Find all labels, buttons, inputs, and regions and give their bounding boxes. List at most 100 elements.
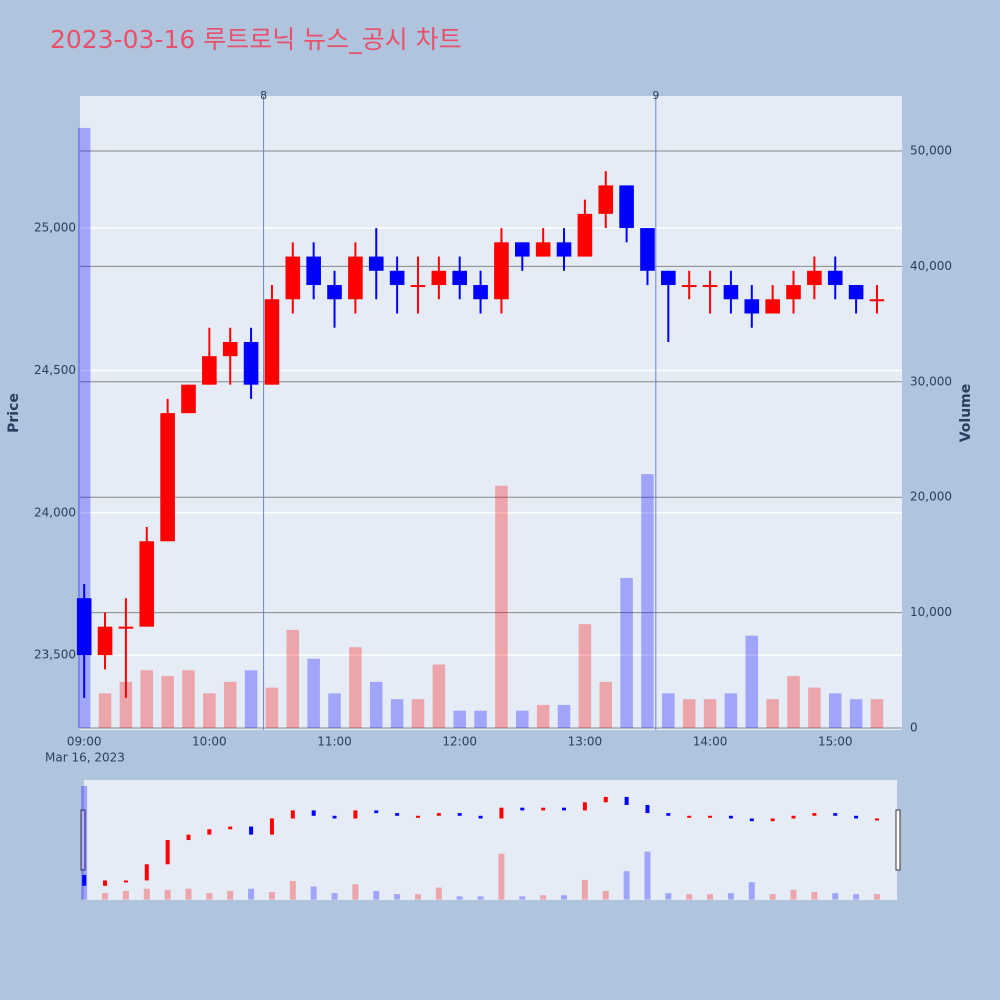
slider-volume-bar: [748, 882, 755, 900]
volume-bar: [641, 474, 654, 729]
y2-tick-label: 40,000: [910, 259, 952, 273]
y2-axis-title: Volume: [958, 384, 974, 443]
volume-bar: [265, 687, 279, 729]
candle-body: [76, 598, 92, 656]
volume-bar: [390, 699, 404, 729]
candle-body: [306, 256, 321, 286]
chart-title: 2023-03-16 루트로닉 뉴스_공시 차트: [50, 25, 462, 54]
slider-volume-bar: [248, 888, 255, 900]
candle-body: [160, 413, 175, 542]
slider-volume-bar: [477, 896, 484, 900]
volume-bar: [77, 127, 91, 729]
slider-volume-bar: [644, 851, 651, 900]
y2-tick-label: 0: [910, 721, 918, 735]
candle-body: [410, 285, 426, 288]
slider-volume-bar: [769, 894, 776, 900]
candle-body: [556, 242, 572, 257]
candle-body: [452, 270, 468, 286]
slider-volume-bar: [289, 881, 296, 900]
plot-area: [80, 96, 902, 730]
candle-body: [848, 285, 864, 300]
volume-bar: [140, 670, 154, 729]
slider-volume-bar: [164, 889, 171, 900]
candle-body: [577, 213, 593, 257]
volume-bar: [620, 577, 633, 729]
slider-volume-bar: [331, 893, 338, 900]
volume-bar: [745, 635, 759, 729]
volume-bar: [557, 704, 571, 729]
volume-bar: [307, 658, 320, 729]
candle-body: [473, 285, 488, 300]
volume-bar: [870, 699, 884, 729]
slider-handle[interactable]: [895, 809, 901, 871]
slider-volume-bar: [268, 891, 275, 900]
volume-bar: [369, 681, 383, 729]
volume-bar: [536, 704, 550, 729]
volume-bar: [849, 699, 863, 729]
slider-volume-bar: [665, 893, 672, 900]
volume-bar: [578, 624, 592, 729]
slider-volume-bar: [498, 853, 505, 900]
volume-bar: [766, 699, 779, 729]
slider-volume-bar: [373, 890, 380, 900]
volume-bar: [161, 676, 174, 729]
volume-bar: [119, 681, 133, 729]
y2-tick-label: 20,000: [910, 490, 952, 504]
slider-volume-bar: [832, 893, 839, 900]
slider-volume-bar: [602, 890, 609, 900]
y-tick-label: 24,500: [34, 363, 76, 377]
candle-body: [723, 285, 739, 300]
y-axis-title: Price: [6, 393, 22, 433]
volume-bar: [495, 485, 508, 729]
volume-bar: [328, 693, 341, 729]
slider-volume-bar: [102, 893, 109, 900]
y2-tick-label: 10,000: [910, 605, 952, 619]
candle-body: [869, 299, 885, 302]
slider-volume-bar: [352, 884, 359, 900]
slider-volume-bar: [227, 890, 234, 900]
volume-bar: [286, 629, 300, 729]
volume-bar: [223, 681, 237, 729]
volume-bar: [244, 670, 258, 729]
candle-body: [514, 242, 530, 257]
volume-bar: [432, 664, 446, 729]
volume-bar: [203, 693, 216, 729]
volume-bar: [682, 699, 696, 729]
candle-body: [681, 285, 697, 288]
y2-tick-label: 50,000: [910, 143, 952, 157]
slider-volume-bar: [143, 888, 150, 900]
candle-body: [389, 270, 405, 286]
slider-volume-bar: [206, 893, 213, 900]
candle-body: [368, 256, 384, 271]
slider-volume-bar: [727, 893, 734, 900]
volume-bar: [182, 670, 195, 729]
slider-volume-bar: [561, 895, 568, 900]
range-slider[interactable]: [84, 780, 897, 900]
volume-bar: [703, 699, 717, 729]
slider-handle[interactable]: [80, 809, 86, 871]
slider-volume-bar: [185, 888, 192, 900]
volume-bar: [411, 699, 425, 729]
slider-volume-bar: [623, 871, 630, 900]
candle-body: [243, 341, 259, 385]
candle-body: [139, 541, 155, 627]
slider-volume-bar: [686, 894, 693, 900]
slider-volume-bar: [414, 894, 421, 900]
candle-body: [702, 285, 718, 288]
volume-bar: [787, 676, 800, 729]
y-tick-label: 25,000: [34, 221, 76, 235]
slider-volume-bar: [310, 886, 317, 900]
candle-body: [285, 256, 301, 300]
slider-volume-bar: [519, 896, 526, 900]
slider-volume-bar: [122, 890, 129, 900]
candle-body: [744, 299, 760, 314]
event-label: 8: [260, 89, 267, 102]
volume-bar: [474, 710, 487, 729]
candle-body: [786, 285, 801, 300]
slider-volume-bar: [790, 889, 797, 900]
volume-bar: [828, 693, 842, 729]
candle-body: [765, 299, 780, 314]
candle-body: [598, 185, 614, 214]
volume-bar: [349, 647, 362, 729]
